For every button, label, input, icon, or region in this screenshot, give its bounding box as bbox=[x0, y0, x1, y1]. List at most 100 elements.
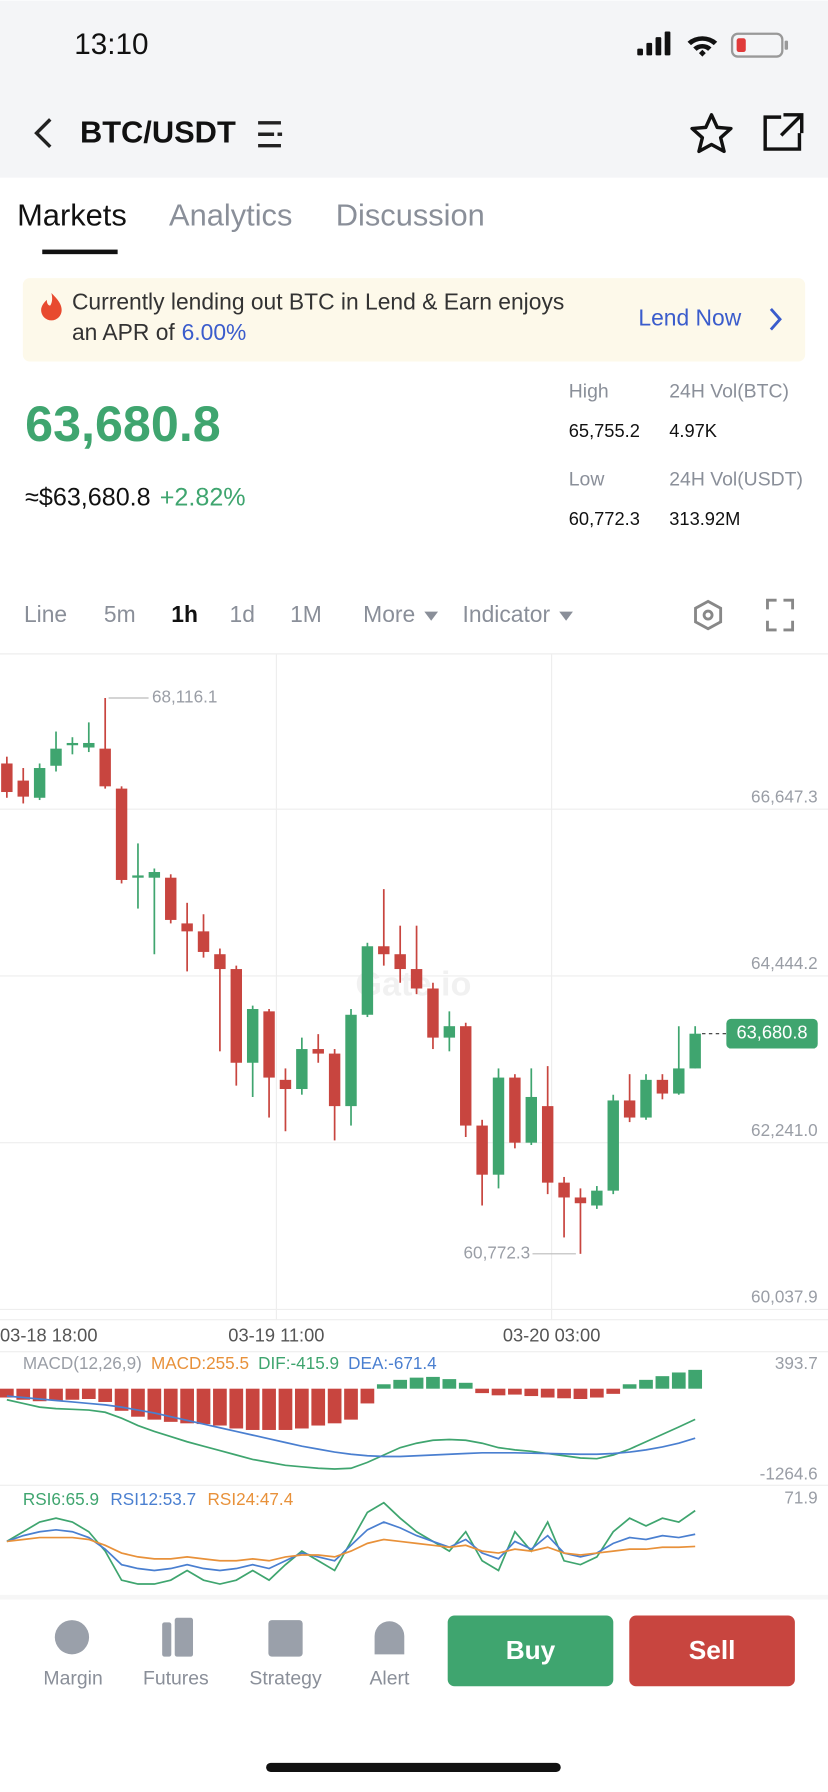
macd-bar bbox=[671, 1372, 686, 1389]
sell-button[interactable] bbox=[629, 1615, 795, 1687]
toolbar-item[interactable]: More bbox=[363, 601, 415, 627]
macd-bar bbox=[639, 1379, 653, 1389]
candle-body bbox=[476, 1125, 488, 1175]
candle-body bbox=[1, 763, 13, 793]
rsi-line bbox=[6, 1536, 696, 1562]
banner[interactable] bbox=[22, 278, 806, 362]
macd-line bbox=[6, 1398, 696, 1470]
macd-bar bbox=[393, 1379, 408, 1389]
macd-bar bbox=[475, 1388, 489, 1394]
macd-bar bbox=[196, 1388, 211, 1425]
buy-label[interactable]: Buy bbox=[506, 1635, 556, 1665]
candle-body bbox=[591, 1190, 603, 1206]
toolbar: Line 5m 1h 1d 1M More Indicator bbox=[24, 601, 573, 627]
legend-entry: RSI24:47.4 bbox=[208, 1489, 294, 1509]
futures-icon bbox=[174, 1617, 194, 1657]
candle-body bbox=[263, 1011, 275, 1078]
candle-body bbox=[279, 1079, 292, 1090]
tab[interactable]: Analytics bbox=[169, 198, 292, 233]
sell-label[interactable]: Sell bbox=[689, 1635, 736, 1665]
candle-body bbox=[427, 988, 439, 1038]
candle-body bbox=[361, 946, 374, 1015]
fullscreen[interactable] bbox=[766, 598, 795, 632]
stat-label: Low bbox=[569, 468, 606, 490]
chart: Gate.io 66,647.364,444.262,241.060,037.9… bbox=[0, 653, 828, 1585]
legend-entry: MACD:255.5 bbox=[151, 1353, 249, 1373]
toolbar-item[interactable]: 5m bbox=[104, 601, 136, 627]
back-button[interactable] bbox=[34, 118, 52, 149]
macd-bar bbox=[213, 1388, 227, 1426]
toolbar-item[interactable]: Line bbox=[24, 601, 67, 627]
rsi-legend: RSI6:65.9 RSI12:53.7 RSI24:47.4 bbox=[23, 1489, 294, 1509]
fire-icon bbox=[41, 292, 62, 321]
toolbar-item[interactable]: Indicator bbox=[463, 601, 551, 627]
chevron bbox=[769, 308, 782, 331]
toolbar-item[interactable]: 1h bbox=[171, 601, 198, 627]
candle-body bbox=[115, 788, 128, 880]
macd-bar bbox=[655, 1376, 670, 1389]
candle-body bbox=[165, 877, 177, 920]
chart-settings[interactable] bbox=[694, 599, 723, 631]
candle-body bbox=[378, 946, 390, 955]
candle-body bbox=[197, 931, 210, 952]
macd-bar bbox=[458, 1382, 473, 1389]
candle-body bbox=[132, 875, 144, 878]
stat-value: 4.97K bbox=[669, 420, 717, 441]
dropdown-arrow bbox=[424, 611, 439, 621]
macd-bar bbox=[327, 1388, 342, 1424]
price-change: +2.82% bbox=[160, 483, 246, 511]
legend-entry: DEA:-671.4 bbox=[348, 1353, 437, 1373]
macd-bar bbox=[16, 1388, 31, 1400]
pair-title[interactable]: BTC/USDT bbox=[80, 114, 236, 149]
candle-body bbox=[607, 1100, 619, 1191]
candle-body bbox=[99, 748, 111, 787]
favorite-button[interactable] bbox=[690, 113, 733, 154]
candle-body bbox=[148, 872, 161, 878]
macd-tick-label: -1264.6 bbox=[760, 1464, 818, 1484]
tab[interactable]: Markets bbox=[17, 198, 127, 233]
nav-item[interactable]: Strategy bbox=[249, 1668, 322, 1690]
lend-now[interactable]: Lend Now bbox=[638, 304, 741, 330]
macd-bar bbox=[589, 1388, 604, 1398]
macd-bar bbox=[344, 1388, 358, 1420]
strategy-icon bbox=[268, 1620, 303, 1657]
margin-icon bbox=[54, 1620, 90, 1655]
candle-body bbox=[689, 1033, 701, 1069]
macd-bar bbox=[147, 1388, 162, 1420]
banner-rate: 6.00% bbox=[182, 319, 247, 345]
candle-body bbox=[656, 1079, 669, 1094]
buy-button[interactable] bbox=[447, 1615, 614, 1687]
top-bar bbox=[0, 0, 828, 184]
macd-bar bbox=[491, 1388, 506, 1396]
candle-body bbox=[673, 1068, 685, 1094]
macd-bar bbox=[0, 1388, 14, 1398]
nav-panel bbox=[0, 1597, 828, 1792]
rsi-tick-label: 71.9 bbox=[784, 1488, 817, 1508]
candle-body bbox=[230, 969, 243, 1063]
pair-menu-icon[interactable] bbox=[258, 121, 283, 148]
share-button[interactable] bbox=[763, 113, 804, 151]
bottom-nav: Margin Futures Strategy Alert Buy Sell bbox=[0, 1594, 828, 1792]
tab[interactable]: Discussion bbox=[336, 198, 485, 233]
banner-text: an APR of bbox=[72, 319, 175, 345]
nav-item[interactable]: Alert bbox=[369, 1668, 410, 1690]
macd-bar bbox=[508, 1388, 522, 1395]
nav-item[interactable]: Futures bbox=[143, 1668, 209, 1690]
toolbar-item[interactable]: 1M bbox=[290, 601, 322, 627]
legend-entry: DIF:-415.9 bbox=[258, 1353, 339, 1373]
y-tick-label: 60,037.9 bbox=[751, 1287, 818, 1307]
candle-body bbox=[181, 923, 193, 932]
stat-label: 24H Vol(USDT) bbox=[669, 468, 803, 490]
macd-bar bbox=[409, 1377, 424, 1389]
legend-entry: RSI6:65.9 bbox=[23, 1489, 99, 1509]
banner-text: Currently lending out BTC in Lend & Earn… bbox=[72, 288, 564, 314]
candle-body bbox=[345, 1014, 357, 1107]
nav-item[interactable]: Margin bbox=[43, 1668, 102, 1690]
macd-bar bbox=[163, 1388, 178, 1422]
status-time: 13:10 bbox=[74, 28, 148, 61]
macd-bar bbox=[294, 1388, 309, 1429]
banner-text: an APR of 6.00% bbox=[72, 319, 246, 345]
candle-body bbox=[312, 1049, 324, 1054]
toolbar-item[interactable]: 1d bbox=[230, 601, 255, 627]
